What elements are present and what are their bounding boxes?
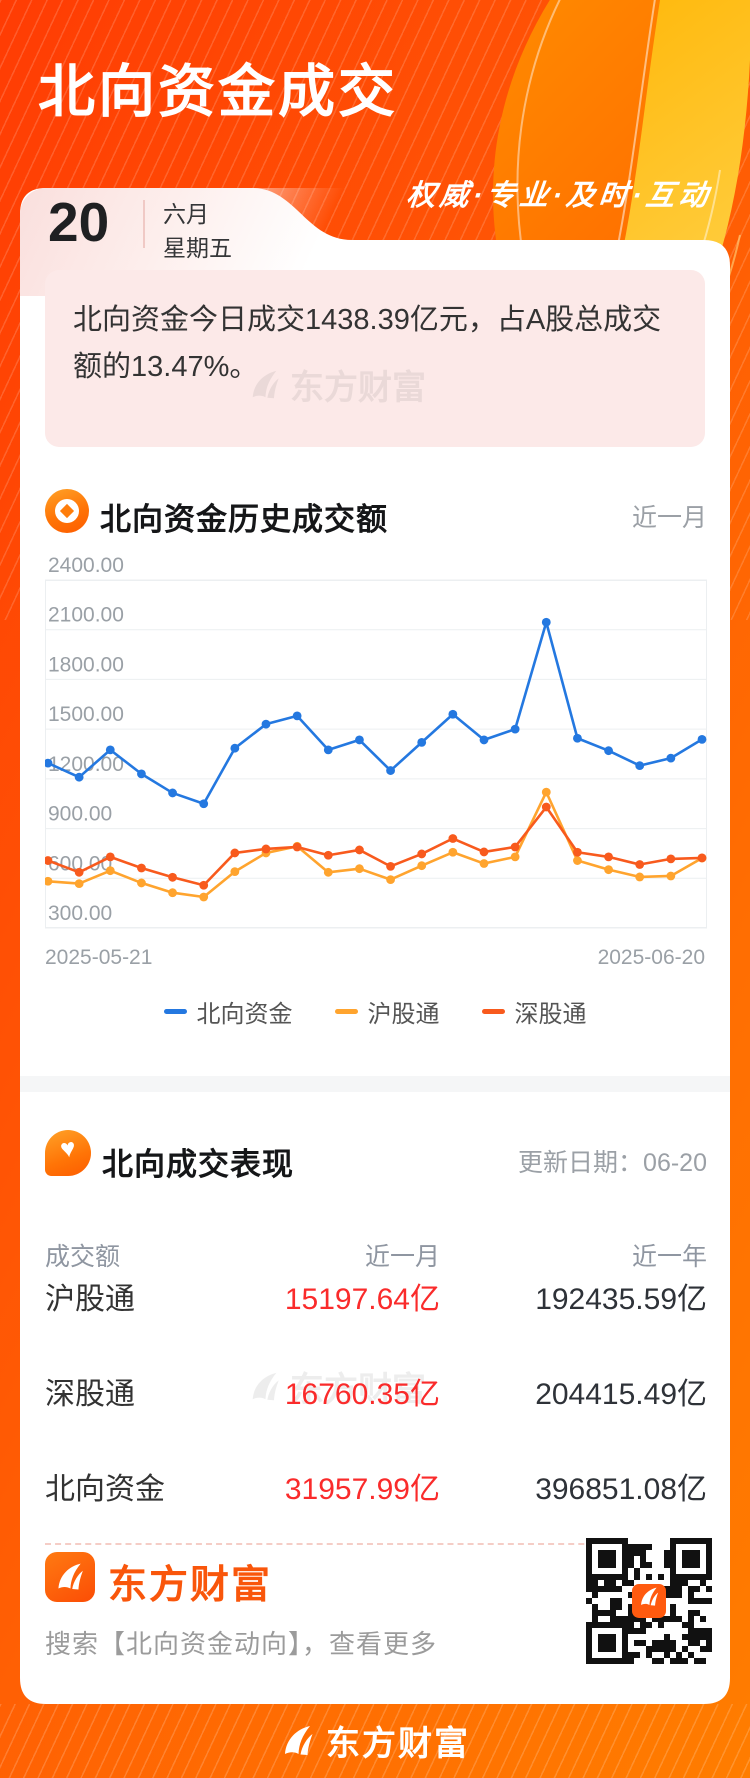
swoosh-icon (285, 1725, 313, 1755)
date-weekday: 星期五 (163, 235, 232, 261)
table-section-title: 北向成交表现 (102, 1147, 294, 1182)
legend-item-north: 北向资金 (163, 994, 293, 1029)
footer-divider (45, 1543, 705, 1545)
legend-dash-sz (481, 1009, 505, 1014)
brand-name: 东方财富 (108, 1564, 273, 1607)
svg-text:2100.00: 2100.00 (48, 604, 124, 627)
brand-logo-icon (45, 1552, 95, 1602)
svg-text:300.00: 300.00 (48, 902, 112, 925)
legend-dash-sh (334, 1009, 358, 1014)
svg-text:1200.00: 1200.00 (48, 753, 124, 776)
legend-item-sh: 沪股通 (334, 994, 440, 1029)
svg-text:1800.00: 1800.00 (48, 653, 124, 676)
svg-text:2025-05-21: 2025-05-21 (45, 946, 152, 969)
chart-range-label: 近一月 (631, 504, 707, 532)
col-year: 近一年 (631, 1243, 707, 1271)
watermark: 东方财富 (248, 360, 426, 409)
bottom-brand-logo: 东方财富 (0, 1716, 750, 1765)
date-divider (143, 200, 145, 248)
legend-dash-north (163, 1009, 187, 1014)
legend-item-sz: 深股通 (481, 994, 587, 1029)
handshake-icon: ♥ (45, 1130, 91, 1176)
svg-text:900.00: 900.00 (48, 803, 112, 826)
date-month: 六月 (163, 201, 209, 227)
bottom-stripes-texture (0, 1704, 750, 1778)
chart-legend: 北向资金 沪股通 深股通 (0, 994, 750, 1029)
col-amount: 成交额 (45, 1243, 121, 1271)
line-chart: 2400.00 2100.00 1800.00 1500.00 1200.00 900.0… (45, 554, 707, 969)
update-date-label: 更新日期：06-20 (518, 1149, 707, 1177)
svg-text:2400.00: 2400.00 (48, 554, 124, 577)
coin-icon (45, 489, 89, 533)
date-day: 20 (48, 191, 110, 253)
page-title: 北向资金成交 (38, 60, 398, 124)
chart-section-title: 北向资金历史成交额 (100, 502, 388, 537)
svg-text:600.00: 600.00 (48, 852, 112, 875)
col-month: 近一月 (364, 1243, 440, 1271)
search-hint: 搜索【北向资金动向】，查看更多 (45, 1629, 438, 1659)
section-divider (20, 1076, 730, 1092)
svg-text:1500.00: 1500.00 (48, 703, 124, 726)
watermark-2: 东方财富 (248, 1362, 426, 1411)
qr-code (586, 1538, 712, 1664)
svg-text:2025-06-20: 2025-06-20 (598, 946, 705, 969)
summary-notice: 北向资金今日成交1438.39亿元，占A股总成交额的13.47%。 (45, 270, 705, 447)
